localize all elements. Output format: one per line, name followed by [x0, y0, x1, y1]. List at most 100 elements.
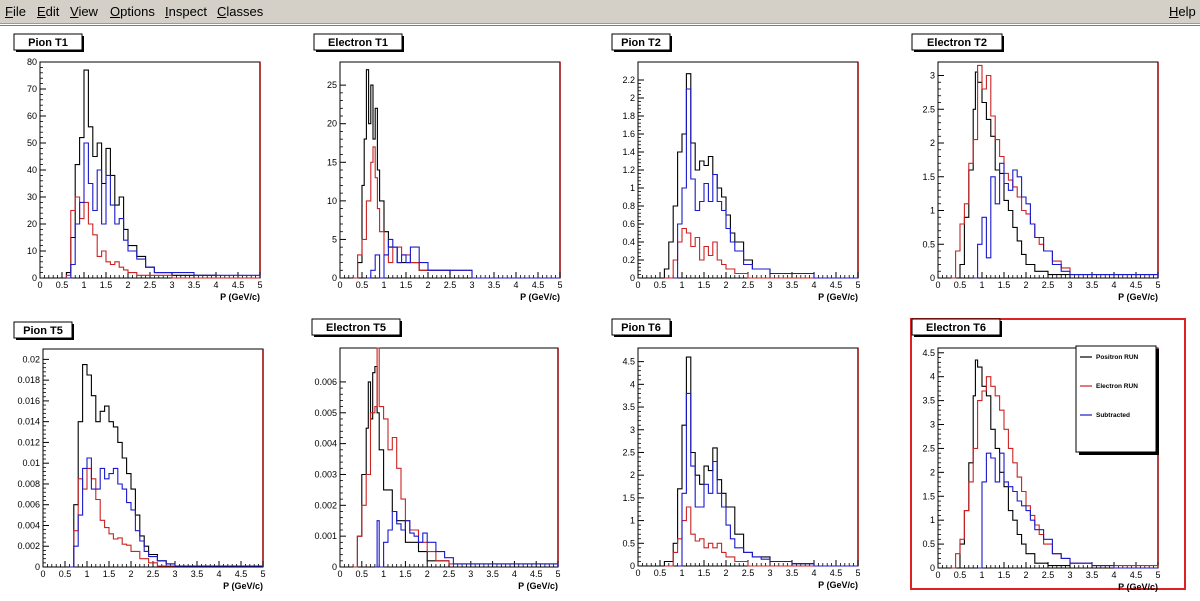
x-tick-label: 5	[557, 280, 562, 290]
x-tick-label: 2.5	[1042, 280, 1055, 290]
pad-title: Electron T2	[927, 37, 987, 49]
x-tick-label: 0	[635, 568, 640, 578]
x-tick-label: 1.5	[698, 280, 711, 290]
y-tick-label: 4	[930, 372, 935, 382]
menu-options[interactable]: Options	[110, 4, 155, 19]
pad-4[interactable]: 0 0.5 1 1.5 2 2.5 3 0 0.5 1 1.5 2 2.5 3 3.5 4 4.5 5 P (GeV…	[911, 33, 1161, 302]
x-axis-label: P (GeV/c)	[1118, 292, 1158, 302]
pad-8[interactable]: 0 0.5 1 1.5 2 2.5 3 3.5 4 4.5 0 0.5 1 1.5 2 2.5 3 3.5 4 4.5…	[911, 318, 1161, 592]
x-axis-label: P (GeV/c)	[518, 581, 558, 591]
x-tick-label: 5	[1155, 570, 1160, 580]
menu-view[interactable]: View	[70, 4, 98, 19]
y-tick-label: 0.006	[314, 377, 337, 387]
y-tick-label: 3.5	[922, 396, 935, 406]
menu-file[interactable]: File	[5, 4, 26, 19]
pad-6[interactable]: 0 0.001 0.002 0.003 0.004 0.005 0.006 0 0.5 1 1.5 2…	[311, 318, 561, 591]
x-tick-label: 3.5	[191, 569, 204, 579]
y-tick-label: 0.02	[22, 354, 40, 364]
x-axis-label: P (GeV/c)	[1118, 582, 1158, 592]
title-box	[313, 33, 403, 51]
x-tick-label: 5	[555, 569, 560, 579]
histogram-electron	[353, 347, 559, 568]
x-tick-label: 2.5	[742, 280, 755, 290]
x-tick-label: 2	[723, 280, 728, 290]
menu-help[interactable]: Help	[1169, 4, 1196, 19]
x-tick-label: 0.5	[654, 280, 667, 290]
y-tick-label: 40	[27, 165, 37, 175]
y-tick-label: 2.2	[622, 75, 635, 85]
x-tick-label: 2	[128, 569, 133, 579]
pad-title: Pion T6	[621, 322, 661, 334]
menu-classes[interactable]: Classes	[217, 4, 264, 19]
x-tick-label: 3.5	[1086, 280, 1099, 290]
plot-frame	[339, 61, 561, 279]
x-tick-label: 3	[468, 569, 473, 579]
y-tick-label: 4.5	[922, 348, 935, 358]
x-tick-label: 0	[40, 569, 45, 579]
y-tick-label: 0.5	[622, 538, 635, 548]
plot-frame	[339, 347, 559, 568]
pad-title: Pion T1	[28, 37, 68, 49]
x-tick-label: 3.5	[786, 568, 799, 578]
y-tick-label: 15	[327, 157, 337, 167]
histogram-subtracted	[366, 238, 560, 279]
x-axis-label: P (GeV/c)	[520, 292, 560, 302]
y-tick-label: 2	[630, 93, 635, 103]
title-box	[911, 318, 1001, 336]
histogram-subtracted	[677, 392, 858, 567]
x-tick-label: 0	[935, 570, 940, 580]
y-tick-label: 2	[930, 467, 935, 477]
y-tick-label: 0.8	[622, 201, 635, 211]
pad-3[interactable]: 0 0.2 0.4 0.6 0.8 1 1.2 1.4 1.6 1.8 2 2.2 0 0.5 1 1.5 2 2…	[611, 33, 861, 302]
histogram-positron	[955, 359, 1158, 569]
y-tick-label: 3.5	[622, 402, 635, 412]
x-tick-label: 5	[257, 280, 262, 290]
x-axis-label: P (GeV/c)	[818, 292, 858, 302]
x-tick-label: 4	[512, 569, 517, 579]
y-tick-label: 70	[27, 84, 37, 94]
x-tick-label: 3.5	[188, 280, 201, 290]
plot-frame	[42, 348, 264, 568]
x-tick-label: 2	[1023, 570, 1028, 580]
y-tick-label: 0.012	[17, 437, 40, 447]
x-tick-label: 3	[469, 280, 474, 290]
y-tick-label: 30	[27, 192, 37, 202]
x-tick-label: 3.5	[1086, 570, 1099, 580]
x-tick-label: 2.5	[1042, 570, 1055, 580]
y-tick-label: 0.008	[17, 479, 40, 489]
pad-2[interactable]: 0 5 10 15 20 25 0 0.5 1 1.5 2 2.5 3 3.5 4 4.5 5 P (GeV/c)…	[313, 33, 563, 302]
y-tick-label: 0.01	[22, 458, 40, 468]
y-tick-label: 0.4	[622, 237, 635, 247]
y-tick-label: 80	[27, 57, 37, 67]
x-tick-label: 1.5	[698, 568, 711, 578]
plot-frame	[937, 61, 1159, 279]
y-tick-label: 20	[27, 219, 37, 229]
x-tick-label: 2	[425, 569, 430, 579]
y-tick-label: 3	[630, 425, 635, 435]
menu-inspect[interactable]: Inspect	[165, 4, 207, 19]
y-tick-label: 1.5	[622, 493, 635, 503]
plot-frame	[39, 61, 261, 279]
pad-5[interactable]: 0 0.002 0.004 0.006 0.008 0.01 0.012 0.014 0.016…	[13, 321, 266, 591]
title-box	[911, 33, 1003, 51]
pad-7[interactable]: 0 0.5 1 1.5 2 2.5 3 3.5 4 4.5 0 0.5 1 1.5 2 2.5 3 3.5 4 4.5…	[611, 318, 861, 590]
x-tick-label: 5	[855, 280, 860, 290]
histogram-electron	[65, 196, 260, 279]
y-tick-label: 60	[27, 111, 37, 121]
x-tick-label: 1.5	[998, 280, 1011, 290]
histogram-positron	[655, 73, 858, 279]
x-tick-label: 5	[1155, 280, 1160, 290]
title-box	[13, 321, 73, 339]
x-tick-label: 5	[260, 569, 265, 579]
x-tick-label: 3	[767, 568, 772, 578]
root-canvas[interactable]: 0 10 20 30 40 50 60 70 80 0 0.5 1 1.5 2 2.5 3 3.5 4 4.5 5 P …	[0, 25, 1200, 601]
x-tick-label: 2	[125, 280, 130, 290]
y-tick-label: 5	[332, 234, 337, 244]
x-tick-label: 3	[172, 569, 177, 579]
histogram-subtracted	[66, 142, 261, 279]
pad-title: Electron T1	[328, 37, 388, 49]
x-tick-label: 0.5	[954, 280, 967, 290]
title-box	[611, 33, 671, 51]
menu-edit[interactable]: Edit	[37, 4, 60, 19]
pad-1[interactable]: 0 10 20 30 40 50 60 70 80 0 0.5 1 1.5 2 2.5 3 3.5 4 4.5 5 P …	[13, 33, 263, 302]
